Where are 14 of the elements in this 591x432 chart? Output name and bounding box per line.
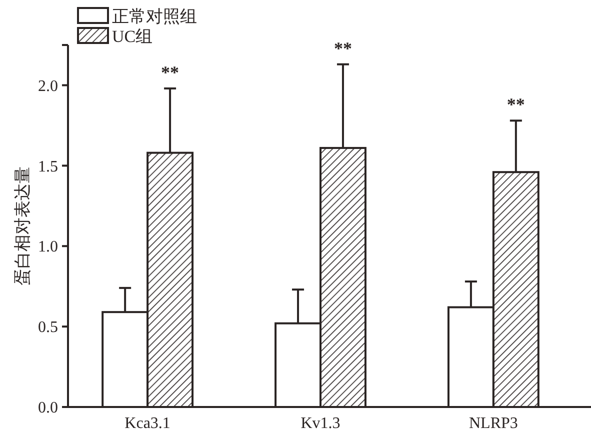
y-axis-title: 蛋白相对表达量 [12, 166, 32, 286]
legend-label: UC组 [112, 26, 153, 46]
y-tick-label: 0.0 [38, 400, 58, 417]
legend-label: 正常对照组 [112, 6, 197, 26]
y-tick-label: 0.5 [38, 319, 58, 336]
x-tick-label: Kca3.1 [124, 415, 170, 432]
y-tick-label: 2.0 [38, 78, 58, 95]
annotation: ** [161, 62, 180, 82]
annotation: ** [506, 94, 525, 115]
annotation: ** [334, 38, 352, 58]
y-tick-label: 1.0 [38, 238, 58, 256]
y-tick-label: 1.5 [38, 158, 58, 176]
x-tick-label: NLRP3 [468, 415, 518, 432]
x-tick-label: Kv1.3 [300, 415, 340, 432]
